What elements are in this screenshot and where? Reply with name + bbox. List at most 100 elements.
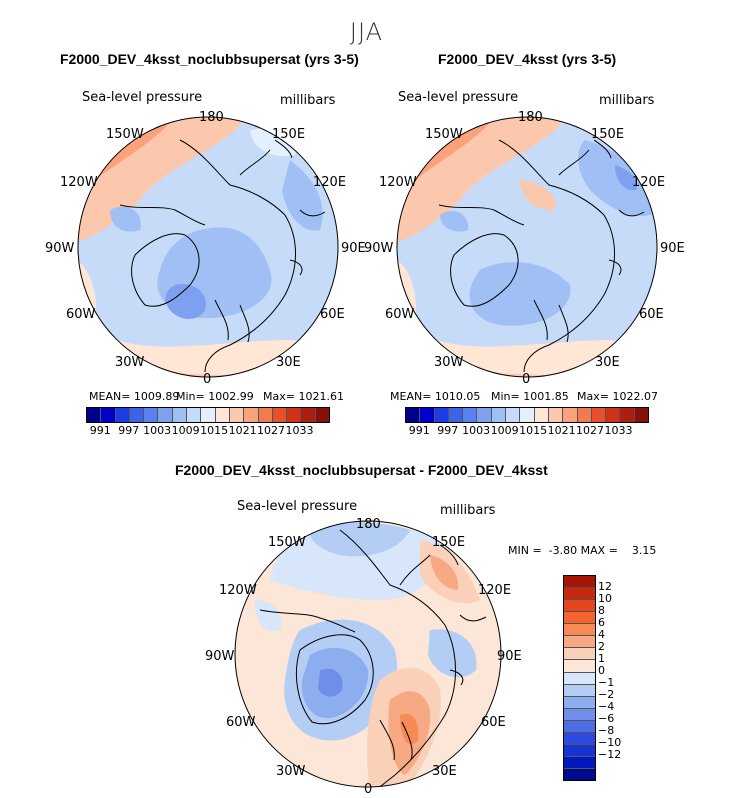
colorbar-swatch [564,756,595,769]
p1-lon-90w: 90W [45,241,75,256]
p2-lon-120e: 120E [632,175,665,190]
p2-lon-120w: 120W [379,175,417,190]
colorbar-tick-label: 1009 [490,424,519,437]
colorbar-tick-label: 1021 [228,424,257,437]
panel1-lon-labels: 180 150E 120E 90E 60E 30E 0 30W 60W 90W … [45,110,366,387]
p2-lon-30e: 30E [595,355,620,370]
colorbar-swatch [244,408,259,422]
colorbar-tick-label: 1027 [257,424,286,437]
colorbar-swatch [448,408,464,422]
colorbar-tick-label: −6 [598,712,615,725]
colorbar-swatch [272,408,288,422]
colorbar-swatch [477,408,492,422]
colorbar-swatch [564,600,595,613]
colorbar-swatch [620,408,635,422]
p1-lon-150e: 150E [272,127,305,142]
colorbar-tick-label: 6 [598,616,605,629]
colorbar-swatch [577,408,592,422]
colorbar-swatch [564,660,595,673]
colorbar-tick-label: 1 [598,652,605,665]
p2-lon-30w: 30W [434,355,464,370]
panel1-colorbar-ticks: 991 997 1003 1009 1015 1021 1027 1033 [86,424,328,438]
colorbar-tick-label: 1003 [462,424,491,437]
p1-lon-30w: 30W [115,355,145,370]
colorbar-swatch [315,408,330,422]
panel3-units: millibars [440,503,496,518]
p2-lon-180: 180 [518,110,543,125]
p1-lon-180: 180 [199,110,224,125]
colorbar-tick-label: 997 [437,424,459,437]
colorbar-swatch [564,624,595,637]
colorbar-tick-label: −12 [598,748,622,761]
colorbar-swatch [420,408,435,422]
colorbar-swatch [564,672,595,685]
colorbar-swatch [606,408,621,422]
p1-lon-90e: 90E [341,241,366,256]
panel2-mean: MEAN= 1010.05 [390,390,481,403]
p1-lon-60w: 60W [66,307,96,322]
panel3-variable: Sea-level pressure [237,499,358,514]
p1-lon-150w: 150W [106,127,144,142]
colorbar-swatch [434,408,449,422]
panel2-title: F2000_DEV_4ksst (yrs 3-5) [438,51,617,67]
colorbar-tick-label: 0 [598,664,605,677]
colorbar-tick-label: 1027 [576,424,605,437]
colorbar-swatch [301,408,316,422]
colorbar-swatch [634,408,649,422]
colorbar-tick-label: 1009 [171,424,200,437]
p2-lon-150e: 150E [591,127,624,142]
p1-lon-30e: 30E [276,355,301,370]
colorbar-swatch [463,408,478,422]
colorbar-swatch [520,408,535,422]
colorbar-tick-label: 1033 [604,424,633,437]
colorbar-tick-label: 1033 [285,424,314,437]
panel2-variable: Sea-level pressure [398,90,519,105]
p1-lon-120w: 120W [60,175,98,190]
colorbar-swatch [115,408,130,422]
colorbar-swatch [201,408,216,422]
p3-lon-90e: 90E [497,649,522,664]
colorbar-swatch [406,408,421,422]
panel2-colorbar-ticks: 991 997 1003 1009 1015 1021 1027 1033 [405,424,647,438]
colorbar-tick-label: 12 [598,580,612,593]
colorbar-swatch [87,408,102,422]
p2-lon-60w: 60W [385,307,415,322]
colorbar-swatch [287,408,302,422]
p3-lon-30w: 30W [276,764,306,779]
colorbar-swatch [187,408,202,422]
panel1-min: Min= 1002.99 [176,390,254,403]
p3-lon-120e: 120E [478,583,511,598]
colorbar-swatch [491,408,507,422]
colorbar-swatch [591,408,607,422]
colorbar-swatch [564,769,595,781]
diff-title: F2000_DEV_4ksst_noclubbsupersat - F2000_… [175,462,548,478]
colorbar-swatch [564,636,595,649]
p3-lon-180: 180 [356,517,381,532]
colorbar-swatch [564,648,595,661]
colorbar-tick-label: 8 [598,604,605,617]
diff-colorbar [563,575,596,781]
colorbar-swatch [563,408,578,422]
colorbar-swatch [215,408,230,422]
colorbar-tick-label: −8 [598,724,615,737]
season-title: JJA [349,18,384,46]
colorbar-swatch [564,576,595,589]
p3-lon-30e: 30E [432,764,457,779]
colorbar-swatch [229,408,245,422]
colorbar-swatch [564,708,595,721]
panel1-title: F2000_DEV_4ksst_noclubbsupersat (yrs 3-5… [60,51,359,67]
panel2-colorbar [405,407,649,423]
colorbar-tick-label: 1015 [519,424,548,437]
p2-lon-60e: 60E [639,307,664,322]
colorbar-swatch [129,408,145,422]
panel1-variable: Sea-level pressure [82,90,203,105]
colorbar-tick-label: −10 [598,736,622,749]
panel3-minmax: MIN = -3.80 MAX = 3.15 [508,544,657,557]
panel3-lon-labels: 180 150E 120E 90E 60E 30E 0 30W 60W 90W … [205,517,522,797]
panel1-units: millibars [280,93,336,108]
colorbar-tick-label: 997 [118,424,140,437]
colorbar-swatch [172,408,188,422]
colorbar-swatch [564,588,595,601]
colorbar-tick-label: 2 [598,640,605,653]
colorbar-swatch [158,408,173,422]
